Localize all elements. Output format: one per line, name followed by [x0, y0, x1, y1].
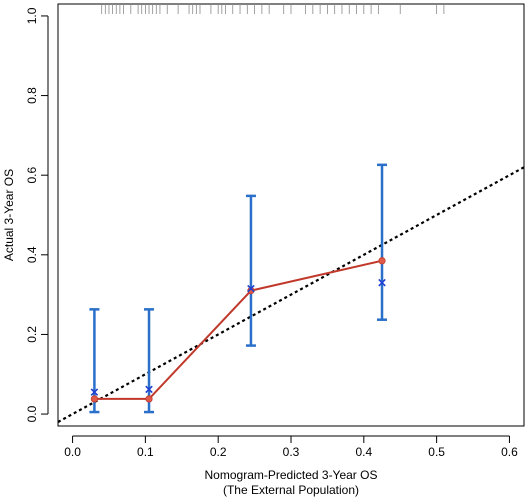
reference-line: [58, 166, 524, 423]
y-tick-label-0: 0.0: [25, 405, 39, 422]
x-tick-label-3: 0.3: [283, 445, 300, 459]
observed-point-1: [145, 395, 153, 403]
x-axis-subtitle: (The External Population): [223, 483, 359, 497]
observed-point-3: [378, 257, 386, 265]
reference-line-group: [58, 166, 524, 423]
bias-corrected-point-1: [145, 385, 153, 394]
y-tick-label-1: 0.2: [25, 326, 39, 343]
y-axis-title: Actual 3-Year OS: [2, 169, 16, 261]
x-tick-label-2: 0.2: [210, 445, 227, 459]
observed-line: [94, 259, 383, 400]
observed-point-0: [90, 395, 99, 403]
plot-frame: [57, 3, 525, 427]
y-axis: 0.0 0.2 0.4 0.6 0.8 1.0: [25, 7, 49, 422]
x-axis-title: Nomogram-Predicted 3-Year OS: [205, 468, 378, 482]
bias-corrected-point-0: [90, 388, 99, 396]
error-bars: [89, 163, 388, 414]
x-tick-label-6: 0.6: [501, 445, 518, 459]
observed-series: [90, 257, 386, 403]
x-tick-label-1: 0.1: [137, 445, 154, 459]
x-tick-label-4: 0.4: [355, 445, 372, 459]
x-axis: 0.0 0.1 0.2 0.3 0.4 0.5 0.6: [64, 435, 518, 459]
rug-marks: [101, 4, 445, 14]
y-tick-label-3: 0.6: [25, 167, 39, 184]
bias-corrected-point-3: [378, 278, 386, 287]
y-tick-label-4: 0.8: [25, 87, 39, 104]
y-tick-label-2: 0.4: [25, 246, 39, 263]
bias-corrected-point-2: [247, 284, 255, 293]
bias-corrected-series: [90, 278, 386, 396]
x-tick-label-5: 0.5: [428, 445, 445, 459]
observed-point-2: [247, 287, 255, 295]
y-tick-label-5: 1.0: [25, 7, 39, 24]
x-tick-label-0: 0.0: [64, 445, 81, 459]
